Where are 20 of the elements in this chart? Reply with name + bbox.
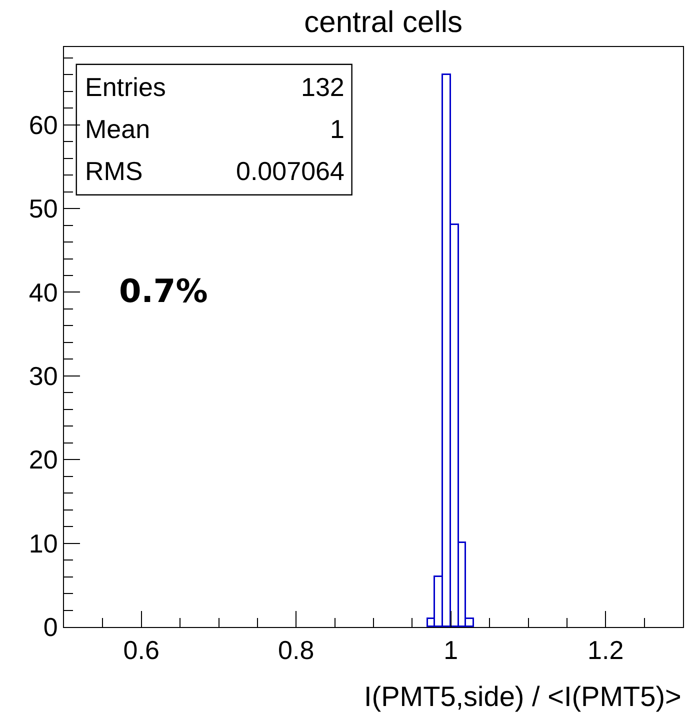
chart-title: central cells	[304, 6, 463, 39]
y-tick-label: 50	[28, 194, 58, 224]
y-tick-label: 40	[28, 277, 58, 308]
annotation: 0.7%	[119, 272, 208, 310]
annotation: 0.007064	[236, 156, 344, 186]
y-tick-label: 20	[28, 444, 58, 475]
x-tick-label: 0.8	[278, 635, 314, 666]
annotation: 132	[301, 72, 344, 102]
y-tick-label: 0	[43, 612, 58, 642]
annotation: RMS	[85, 156, 143, 186]
annotation: Entries	[85, 72, 166, 102]
x-tick-label: 1	[444, 635, 458, 666]
annotation: Mean	[85, 114, 150, 144]
y-tick-label: 60	[28, 110, 58, 140]
x-tick-label: 0.6	[123, 635, 160, 666]
y-tick-label: 30	[28, 361, 58, 392]
x-tick-label: 1.2	[588, 635, 624, 666]
y-tick-label: 10	[28, 528, 58, 558]
x-axis-title: I(PMT5,side) / <I(PMT5)>	[364, 681, 682, 712]
annotation: 1	[330, 114, 344, 144]
